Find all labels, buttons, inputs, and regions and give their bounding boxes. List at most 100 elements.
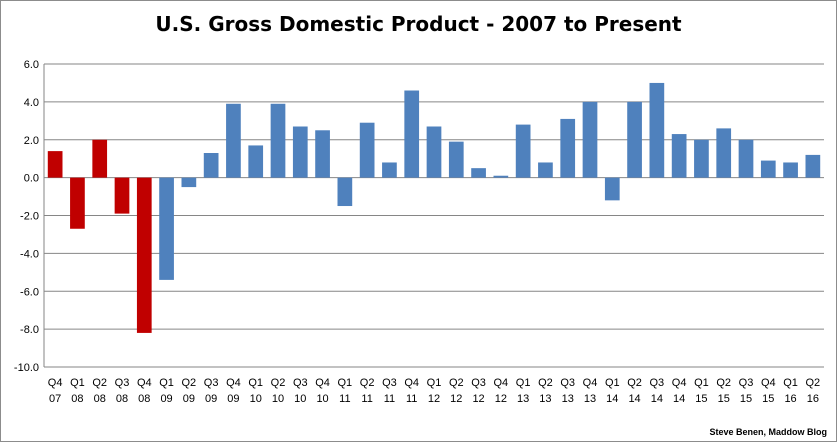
bar	[203, 153, 219, 178]
bar	[760, 160, 776, 178]
bar	[70, 177, 85, 229]
x-tick-label: Q2	[271, 377, 286, 389]
x-tick-label: 11	[384, 393, 395, 405]
bar	[159, 177, 174, 280]
x-tick-label: 13	[539, 393, 551, 405]
y-tick-label: 2.0	[24, 135, 39, 147]
bar	[404, 90, 420, 178]
bar	[738, 139, 754, 178]
bar	[649, 82, 665, 178]
x-tick-label: 11	[339, 393, 350, 405]
x-tick-label: 14	[651, 393, 663, 405]
y-tick-label: 0.0	[24, 173, 39, 185]
x-tick-label: Q3	[650, 377, 665, 389]
source-label: Steve Benen, Maddow Blog	[709, 427, 827, 437]
x-tick-label: Q1	[783, 377, 798, 389]
x-tick-label: 09	[205, 393, 217, 405]
x-tick-label: 08	[138, 393, 150, 405]
x-tick-label: 13	[562, 393, 574, 405]
x-tick-label: Q1	[516, 377, 531, 389]
x-tick-label: Q1	[427, 377, 442, 389]
x-tick-label: 12	[450, 393, 462, 405]
x-tick-label: 07	[49, 393, 61, 405]
x-tick-label: 15	[740, 393, 752, 405]
x-tick-label: 10	[272, 393, 284, 405]
x-tick-label: 12	[472, 393, 484, 405]
bar	[515, 124, 531, 178]
x-tick-label: Q2	[182, 377, 197, 389]
x-tick-label: 13	[584, 393, 596, 405]
x-tick-label: 10	[316, 393, 328, 405]
y-tick-label: 6.0	[24, 59, 39, 71]
x-tick-label: Q2	[538, 377, 553, 389]
bar	[716, 128, 732, 178]
x-tick-label: Q1	[159, 377, 174, 389]
bar	[493, 175, 509, 178]
bar	[448, 141, 464, 178]
x-tick-label: 11	[361, 393, 372, 405]
x-tick-label: Q2	[449, 377, 464, 389]
x-tick-label: Q4	[404, 377, 419, 389]
x-tick-label: Q4	[137, 377, 152, 389]
x-tick-label: 08	[116, 393, 128, 405]
x-tick-label: Q1	[70, 377, 85, 389]
x-tick-label: Q1	[605, 377, 620, 389]
x-tick-label: Q4	[672, 377, 687, 389]
x-tick-label: 15	[695, 393, 707, 405]
bar	[226, 103, 241, 178]
x-tick-label: Q4	[583, 377, 598, 389]
x-tick-label: 16	[784, 393, 796, 405]
y-tick-label: -8.0	[20, 324, 39, 336]
x-tick-label: 08	[94, 393, 106, 405]
bar	[538, 162, 553, 178]
x-tick-label: Q2	[716, 377, 731, 389]
x-tick-label: Q3	[560, 377, 575, 389]
x-tick-label: Q2	[627, 377, 642, 389]
y-tick-label: 4.0	[24, 97, 39, 109]
x-tick-label: Q1	[248, 377, 263, 389]
x-tick-label: Q3	[204, 377, 219, 389]
x-tick-label: 10	[294, 393, 306, 405]
x-tick-label: 11	[406, 393, 417, 405]
x-tick-label: Q4	[226, 377, 241, 389]
bar	[604, 177, 620, 201]
x-tick-label: Q4	[494, 377, 509, 389]
bar	[92, 139, 108, 178]
bar	[382, 162, 397, 178]
x-tick-label: Q3	[293, 377, 308, 389]
bar	[426, 126, 442, 178]
x-tick-label: 12	[428, 393, 440, 405]
x-tick-label: Q4	[315, 377, 330, 389]
bar	[292, 126, 308, 178]
bar	[694, 139, 709, 178]
bar	[582, 101, 598, 178]
bar	[337, 177, 353, 207]
bar	[114, 177, 130, 214]
bar	[47, 151, 63, 178]
x-tick-label: Q4	[48, 377, 63, 389]
x-tick-label: 09	[183, 393, 195, 405]
bar	[136, 177, 152, 333]
y-tick-label: -6.0	[20, 286, 39, 298]
x-tick-label: Q2	[806, 377, 821, 389]
x-tick-label: 12	[495, 393, 507, 405]
x-tick-label: 15	[762, 393, 774, 405]
bar	[181, 177, 197, 188]
bar	[248, 145, 264, 178]
x-tick-label: Q1	[694, 377, 709, 389]
x-tick-label: Q3	[471, 377, 486, 389]
bar	[270, 103, 286, 178]
y-tick-label: -2.0	[20, 211, 39, 223]
x-tick-label: 14	[606, 393, 618, 405]
x-tick-label: Q2	[360, 377, 375, 389]
x-tick-label: Q4	[761, 377, 776, 389]
bar	[560, 118, 576, 178]
x-tick-label: 15	[718, 393, 730, 405]
bar	[471, 168, 486, 178]
bar	[671, 134, 687, 178]
x-tick-label: 09	[160, 393, 172, 405]
x-tick-label: 14	[628, 393, 640, 405]
x-tick-label: Q3	[382, 377, 397, 389]
bar	[359, 122, 375, 178]
